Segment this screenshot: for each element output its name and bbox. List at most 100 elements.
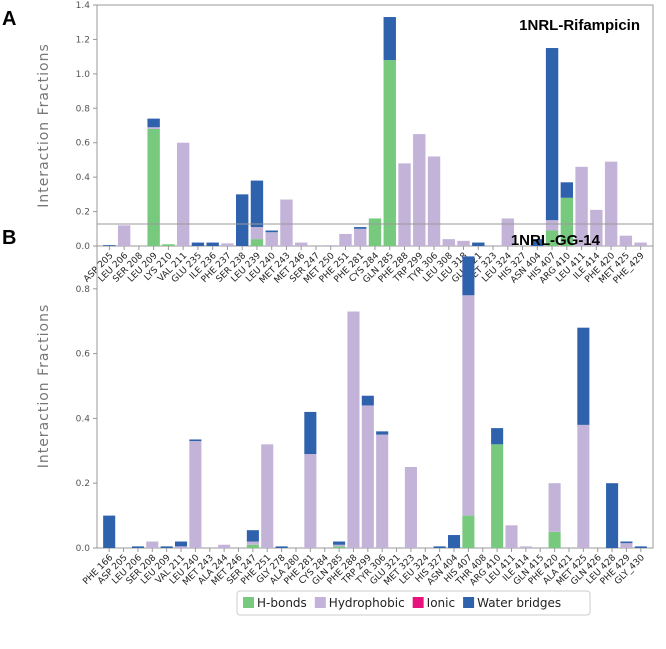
y-tick-label: 0.8 (76, 104, 91, 114)
y-tick-label: 0.0 (76, 544, 91, 554)
bar-water (235, 194, 249, 246)
bar-hydrophobic (176, 142, 190, 246)
bar-hydrophobic (505, 525, 518, 548)
bar-hbond (147, 128, 160, 246)
bar-water (246, 530, 259, 542)
y-tick-label: 0.0 (76, 242, 91, 252)
bar-hbond (491, 444, 504, 548)
bar-water (447, 535, 461, 548)
bar-hbond (545, 230, 559, 246)
bar-hydrophobic (619, 235, 633, 246)
bar-hydrophobic (354, 228, 367, 246)
bar-hydrophobic (590, 209, 603, 246)
bar-hydrophobic (324, 245, 337, 246)
bar-water (472, 242, 485, 246)
chart-title: 1NRL-GG-14 (511, 232, 601, 249)
bar-hydrophobic (548, 483, 561, 532)
bar-water (560, 182, 574, 198)
bar-hbond (333, 546, 346, 548)
y-tick-label: 0.4 (76, 414, 91, 424)
y-tick-label: 0.4 (76, 173, 91, 183)
bar-hydrophobic (427, 156, 441, 246)
bar-water (383, 17, 396, 61)
bar-hydrophobic (333, 544, 346, 547)
y-tick-label: 0.6 (76, 139, 91, 149)
bar-hydrophobic (250, 227, 264, 240)
panel-label: A (2, 8, 16, 30)
legend-label: Hydrophobic (329, 596, 405, 610)
bar-hydrophobic (280, 199, 293, 246)
bar-hydrophobic (347, 311, 360, 548)
legend-label: Water bridges (477, 596, 561, 610)
bar-water (265, 230, 278, 233)
chart-title: 1NRL-Rifampicin (519, 17, 640, 34)
bar-hydrophobic (577, 424, 590, 548)
legend-swatch-water (463, 597, 475, 608)
y-tick-label: 0.2 (76, 479, 90, 489)
bar-hydrophobic (174, 546, 188, 548)
bar-water (131, 546, 144, 548)
bar-water (189, 439, 202, 442)
bar-hydrophobic (398, 163, 411, 246)
bar-hydrophobic (361, 405, 374, 548)
bar-water (206, 242, 219, 246)
bar-hydrophobic (246, 541, 259, 545)
bar-hydrophobic (442, 239, 455, 246)
bar-water (333, 541, 346, 545)
bar-hydrophobic (501, 218, 515, 246)
bar-hbond (162, 244, 175, 246)
bar-hydrophobic (189, 441, 202, 548)
bar-hbond (368, 218, 382, 246)
bar-water (376, 431, 389, 435)
y-tick-label: 0.8 (76, 285, 91, 295)
legend-label: Ionic (427, 596, 455, 610)
bar-hbond (560, 197, 574, 246)
bar-hydrophobic (634, 242, 647, 246)
bar-water (147, 118, 160, 128)
panel-label: B (2, 227, 16, 249)
bar-hydrophobic (519, 546, 532, 548)
bar-hydrophobic (376, 434, 389, 548)
y-tick-label: 0.2 (76, 208, 90, 218)
y-axis-label: Interaction Fractions (36, 304, 52, 469)
bar-hbond (250, 239, 264, 246)
bar-hydrophobic (462, 295, 475, 516)
bar-hbond (462, 515, 475, 548)
legend: H-bonds Hydrophobic Ionic Water bridges (236, 590, 591, 616)
bar-hydrophobic (295, 242, 308, 246)
y-axis-label: Interaction Fractions (36, 43, 52, 208)
bar-hydrophobic (221, 243, 234, 246)
legend-label: H-bonds (257, 596, 307, 610)
legend-swatch-hydrophobic (314, 597, 326, 608)
bar-water (433, 546, 446, 548)
bar-hydrophobic (575, 166, 588, 246)
bar-water (191, 242, 205, 246)
bar-water (577, 327, 590, 425)
bar-water (160, 546, 173, 548)
legend-swatch-hbond (243, 597, 254, 608)
legend-swatch-ionic (412, 597, 424, 608)
bar-hydrophobic (304, 454, 317, 548)
bar-water (354, 227, 367, 229)
plot-frame (96, 223, 654, 549)
bar-water (361, 395, 374, 406)
bar-hbond (548, 531, 561, 548)
bar-water (462, 256, 475, 296)
y-tick-label: 1.2 (76, 35, 90, 45)
bar-hbond (246, 544, 259, 548)
bar-hbond (383, 60, 396, 247)
bar-water (545, 48, 559, 221)
bar-water (531, 239, 544, 246)
bar-water (275, 546, 288, 548)
bar-hydrophobic (545, 220, 559, 231)
bar-hydrophobic (620, 543, 633, 548)
bar-hydrophobic (339, 233, 352, 246)
bar-hydrophobic (413, 134, 426, 246)
bar-hydrophobic (261, 444, 274, 548)
bar-hydrophobic (457, 240, 470, 246)
y-tick-label: 1.4 (76, 1, 91, 11)
bar-hydrophobic (265, 232, 278, 246)
y-tick-label: 0.6 (76, 350, 91, 360)
